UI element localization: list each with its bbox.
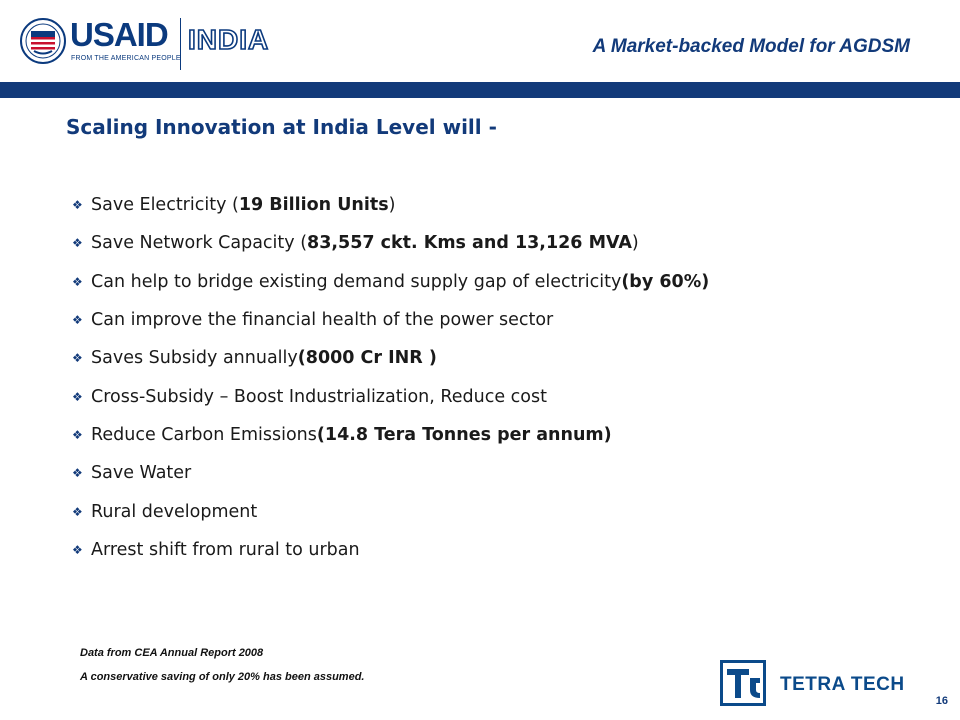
usaid-tagline: FROM THE AMERICAN PEOPLE — [71, 55, 181, 62]
tetra-tech-wordmark: TETRA TECH — [780, 674, 905, 695]
diamond-bullet-icon: ❖ — [72, 313, 83, 328]
diamond-bullet-icon: ❖ — [72, 236, 83, 251]
bullet-text: Save Network Capacity ( — [91, 233, 308, 254]
usaid-wordmark: USAID — [70, 16, 169, 53]
footnote-assumption: A conservative saving of only 20% has be… — [80, 671, 365, 683]
footnote-source: Data from CEA Annual Report 2008 — [80, 647, 264, 659]
bullet-highlight: 83,557 ckt. Kms and 13,126 MVA — [307, 233, 632, 254]
bullet-highlight: 19 Billion Units — [238, 195, 389, 216]
bullet-text: Saves Subsidy annually — [91, 348, 298, 369]
logo-divider — [180, 18, 181, 70]
slide-heading: Scaling Innovation at India Level will - — [66, 115, 497, 139]
bullet-text: Rural development — [91, 501, 258, 522]
diamond-bullet-icon: ❖ — [72, 274, 83, 289]
bullet-item: ❖ Rural development — [72, 492, 709, 530]
tetra-tech-logo: TETRA TECH — [720, 660, 920, 708]
bullet-item: ❖ Can improve the financial health of the… — [72, 301, 709, 339]
india-wordmark: INDIA — [187, 23, 270, 56]
usaid-india-logo: USAID FROM THE AMERICAN PEOPLE INDIA — [20, 14, 269, 74]
diamond-bullet-icon: ❖ — [72, 198, 83, 213]
bullet-item: ❖ Can help to bridge existing demand supp… — [72, 263, 709, 301]
bullet-highlight: (8000 Cr INR ) — [297, 348, 437, 369]
bullet-item: ❖ Saves Subsidy annually (8000 Cr INR ) — [72, 339, 709, 377]
diamond-bullet-icon: ❖ — [72, 466, 83, 481]
bullet-text-end: ) — [388, 195, 396, 216]
tetra-tech-mark-icon — [720, 660, 766, 706]
bullet-text: Can help to bridge existing demand suppl… — [91, 271, 622, 292]
usaid-seal-icon — [20, 18, 66, 64]
bullet-text: Save Water — [91, 463, 192, 484]
diamond-bullet-icon: ❖ — [72, 542, 83, 557]
diamond-bullet-icon: ❖ — [72, 351, 83, 366]
bullet-item: ❖ Cross-Subsidy – Boost Industrialization… — [72, 377, 709, 415]
page-number: 16 — [935, 695, 948, 707]
presentation-title: A Market-backed Model for AGDSM — [592, 36, 910, 57]
bullet-item: ❖ Reduce Carbon Emissions (14.8 Tera Tonn… — [72, 416, 709, 454]
bullet-text: Can improve the financial health of the … — [91, 310, 554, 331]
bullet-list: ❖ Save Electricity (19 Billion Units) ❖ Sav… — [72, 186, 709, 569]
bullet-text: Reduce Carbon Emissions — [91, 424, 317, 445]
bullet-item: ❖ Arrest shift from rural to urban — [72, 531, 709, 569]
bullet-highlight: (14.8 Tera Tonnes per annum) — [316, 424, 612, 445]
diamond-bullet-icon: ❖ — [72, 427, 83, 442]
diamond-bullet-icon: ❖ — [72, 389, 83, 404]
bullet-text: Arrest shift from rural to urban — [91, 539, 360, 560]
bullet-text: Save Electricity ( — [91, 195, 239, 216]
bullet-text-end: ) — [631, 233, 639, 254]
bullet-highlight: (by 60%) — [621, 271, 710, 292]
bullet-item: ❖ Save Water — [72, 454, 709, 492]
diamond-bullet-icon: ❖ — [72, 504, 83, 519]
bullet-item: ❖ Save Network Capacity (83,557 ckt. Kms … — [72, 224, 709, 262]
bullet-item: ❖ Save Electricity (19 Billion Units) — [72, 186, 709, 224]
header-bar — [0, 82, 960, 98]
bullet-text: Cross-Subsidy – Boost Industrialization,… — [91, 386, 547, 407]
